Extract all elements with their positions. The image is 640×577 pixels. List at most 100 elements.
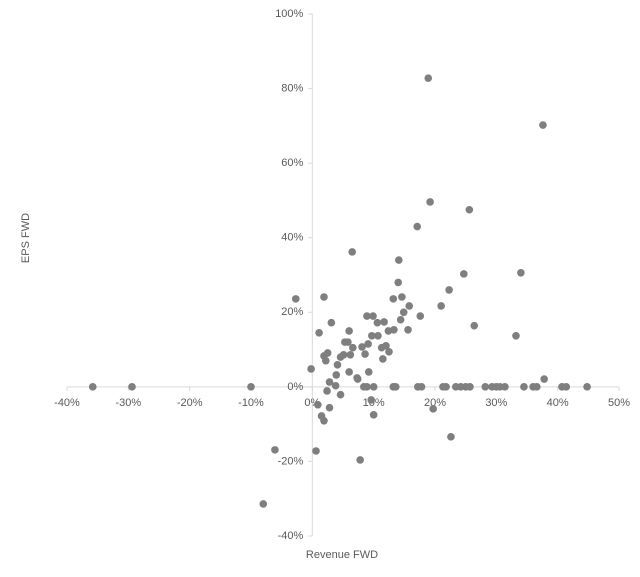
point [322, 356, 330, 365]
point [562, 383, 571, 391]
point [349, 343, 357, 352]
point [259, 500, 268, 508]
y-tick-label: 40% [281, 232, 303, 244]
point [429, 405, 437, 413]
point [315, 328, 323, 337]
point [391, 383, 400, 391]
point [520, 383, 528, 391]
y-tick-label: 80% [281, 82, 303, 94]
point [413, 222, 422, 231]
point [361, 350, 369, 358]
y-tick-label: 60% [281, 157, 303, 169]
point [369, 411, 378, 419]
point [540, 375, 548, 383]
point [466, 383, 474, 391]
x-axis-title: Revenue FWD [306, 549, 378, 561]
point [465, 205, 474, 214]
point [374, 331, 382, 340]
point [368, 331, 376, 340]
point [345, 327, 353, 335]
point [333, 361, 342, 369]
x-tick-label: 30% [485, 397, 507, 409]
point [356, 456, 364, 464]
point [323, 349, 332, 357]
x-tick-label: -20% [177, 397, 203, 409]
point [437, 302, 445, 310]
point [445, 286, 453, 294]
point [346, 350, 355, 359]
y-tick-label: 20% [281, 306, 303, 318]
point [271, 446, 279, 454]
point [332, 371, 341, 379]
point [128, 383, 136, 391]
point [460, 270, 468, 278]
point [404, 326, 412, 334]
x-tick-label: -10% [238, 397, 264, 409]
point [481, 383, 490, 391]
point [364, 340, 372, 348]
point [363, 383, 371, 391]
point [394, 278, 403, 287]
point [373, 318, 382, 327]
point [512, 331, 520, 340]
point [307, 365, 315, 373]
point [364, 368, 373, 376]
x-tick-label: -40% [54, 397, 80, 409]
point [336, 390, 345, 399]
point [323, 387, 331, 395]
point [426, 198, 434, 206]
point [345, 368, 353, 376]
point [367, 396, 376, 404]
point [348, 248, 357, 256]
point [398, 293, 406, 301]
x-tick-label: 40% [547, 397, 569, 409]
point [389, 295, 398, 303]
x-tick-label: 50% [608, 397, 630, 409]
point [442, 383, 450, 391]
y-tick-label: 100% [275, 8, 303, 20]
point [363, 312, 371, 320]
point [385, 348, 393, 356]
point [320, 293, 328, 301]
x-tick-label: -30% [115, 397, 141, 409]
point [291, 295, 300, 303]
point [369, 312, 377, 320]
point [390, 326, 398, 334]
point [447, 433, 455, 441]
point [396, 315, 405, 324]
point [399, 308, 408, 317]
point [327, 318, 336, 327]
y-tick-label: -40% [278, 530, 304, 542]
y-tick-label: -20% [278, 455, 304, 467]
point [470, 321, 479, 330]
point [501, 383, 509, 391]
x-tick-label: 20% [424, 397, 446, 409]
point [312, 447, 320, 455]
point [358, 343, 366, 351]
point [583, 383, 591, 391]
point [353, 375, 362, 383]
point [395, 256, 403, 264]
point [369, 383, 378, 391]
point [405, 302, 414, 310]
y-tick-label: 0% [287, 381, 303, 393]
point [416, 312, 425, 320]
point [88, 383, 97, 391]
point [417, 383, 426, 391]
point [424, 74, 433, 82]
y-axis-title: EPS FWD [20, 213, 32, 263]
point [380, 318, 388, 326]
point [339, 350, 348, 359]
point [533, 383, 541, 391]
point [539, 121, 547, 129]
point [320, 416, 328, 425]
point [314, 400, 322, 409]
point [382, 342, 390, 350]
point [325, 403, 334, 412]
point [379, 355, 387, 363]
point [247, 383, 255, 391]
point [325, 378, 334, 386]
point [344, 338, 352, 346]
point [331, 381, 340, 390]
